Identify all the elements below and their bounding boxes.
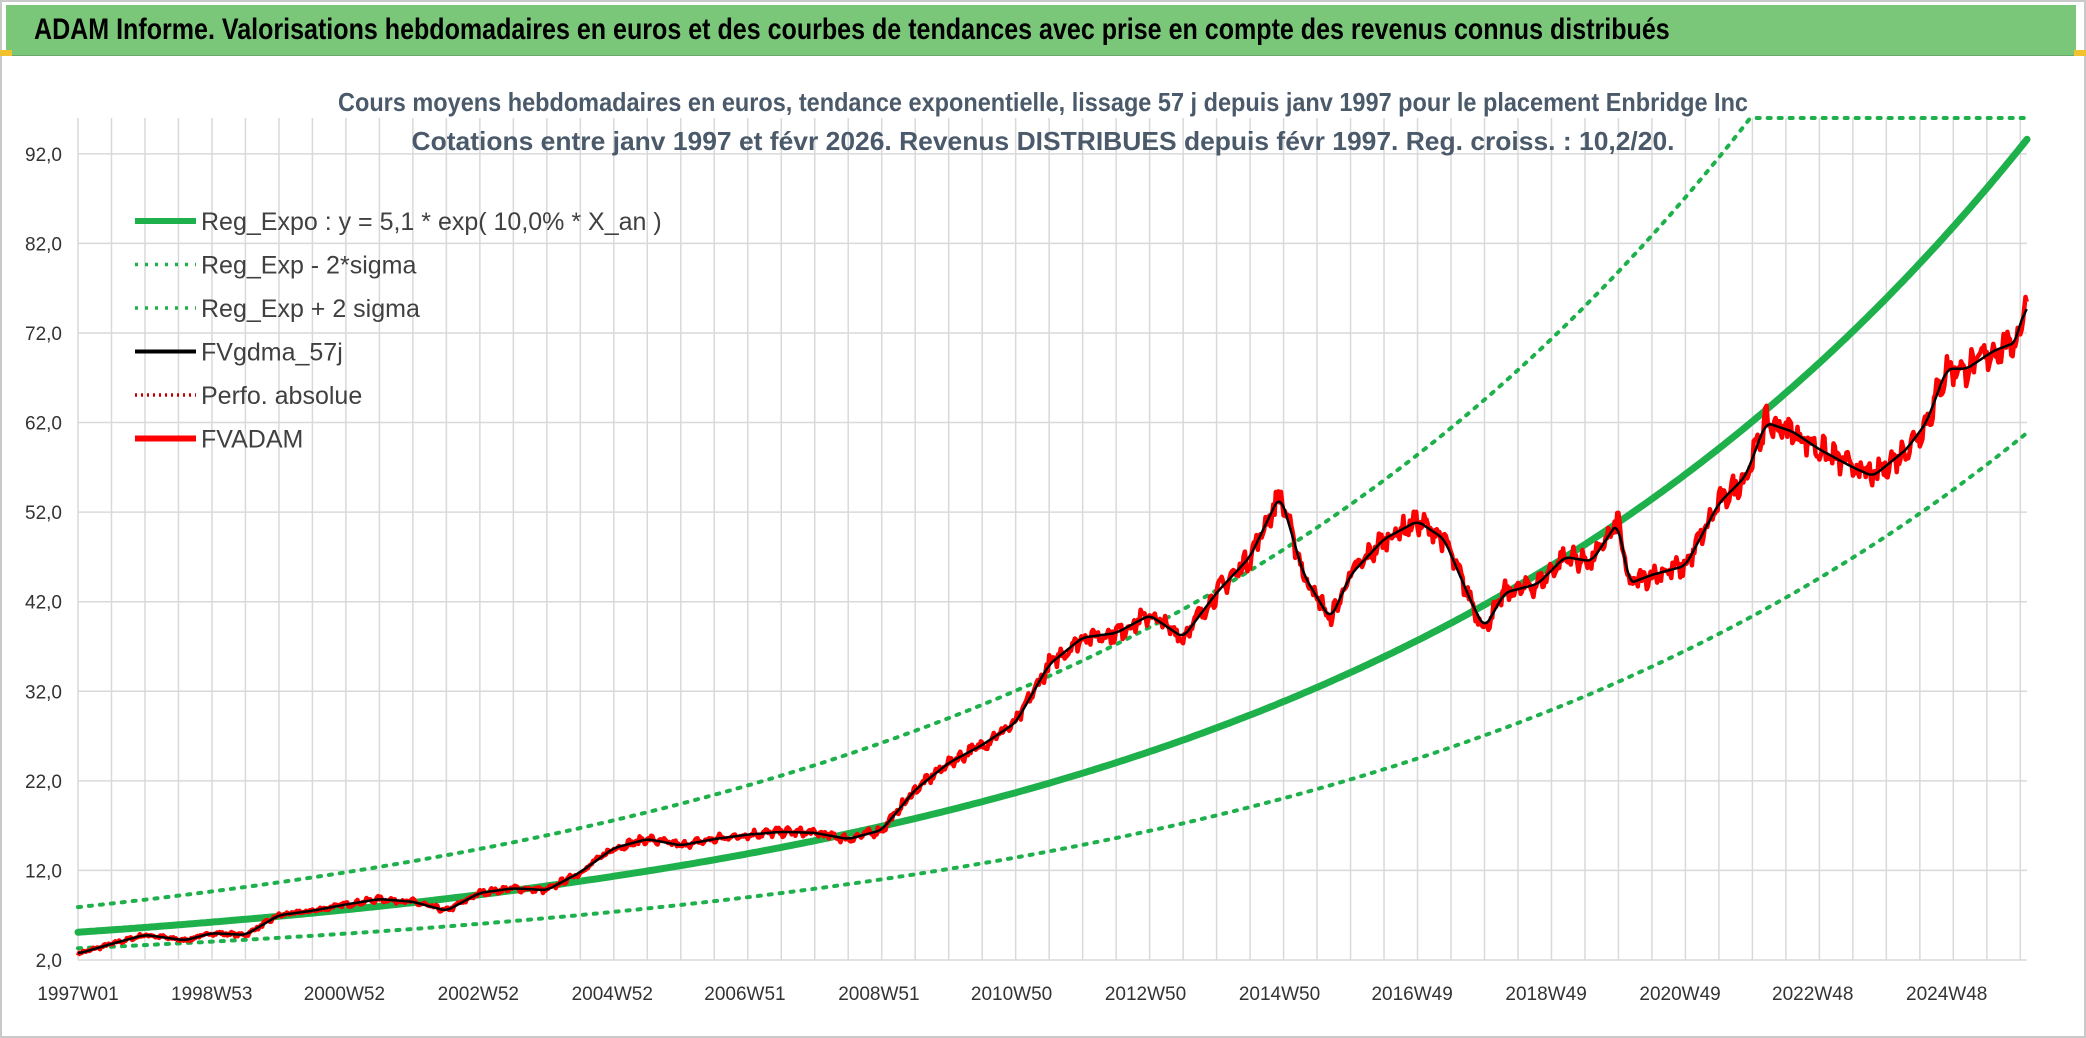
x-tick-label: 2010W50 [971, 984, 1052, 1005]
x-tick-label: 2016W49 [1371, 984, 1452, 1005]
x-axis: 1997W01 1998W53 2000W52 2002W52 2004W52 2006W… [37, 984, 1987, 1005]
y-tick-label: 82,0 [25, 234, 62, 255]
y-tick-label: 72,0 [25, 324, 62, 345]
x-tick-label: 2020W49 [1639, 984, 1720, 1005]
y-tick-label: 2,0 [36, 951, 62, 972]
series-line-1 [76, 430, 2029, 951]
x-tick-label: 1997W01 [37, 984, 118, 1005]
y-tick-label: 22,0 [25, 772, 62, 793]
chart-title: Cours moyens hebdomadaires en euros, ten… [338, 87, 1748, 117]
banner: ADAM Informe. Valorisations hebdomadaire… [6, 5, 2076, 56]
x-tick-label: 2012W50 [1105, 984, 1186, 1005]
legend: Reg_Expo : y = 5,1 * exp( 10,0% * X_an )… [135, 208, 662, 454]
corner-mark-right [2074, 50, 2086, 56]
legend-label: Perfo. absolue [201, 382, 362, 410]
grid [77, 118, 2027, 961]
x-tick-label: 1998W53 [171, 984, 252, 1005]
legend-label: Reg_Expo : y = 5,1 * exp( 10,0% * X_an ) [201, 208, 662, 236]
y-tick-label: 12,0 [25, 861, 62, 882]
chart-subtitle: Cotations entre janv 1997 et févr 2026. … [412, 126, 1675, 156]
x-tick-label: 2008W51 [838, 984, 919, 1005]
x-tick-label: 2000W52 [304, 984, 385, 1005]
series-layer [74, 116, 2031, 957]
y-tick-label: 92,0 [25, 145, 62, 166]
y-tick-label: 32,0 [25, 682, 62, 703]
y-tick-label: 52,0 [25, 503, 62, 524]
y-tick-label: 62,0 [25, 414, 62, 435]
y-tick-label: 42,0 [25, 593, 62, 614]
x-tick-label: 2002W52 [438, 984, 519, 1005]
series-line-3 [77, 308, 2028, 955]
x-tick-label: 2004W52 [572, 984, 653, 1005]
x-tick-label: 2024W48 [1906, 984, 1987, 1005]
corner-mark-left [0, 50, 12, 56]
x-tick-label: 2018W49 [1505, 984, 1586, 1005]
x-tick-label: 2006W51 [704, 984, 785, 1005]
x-tick-label: 2022W48 [1772, 984, 1853, 1005]
banner-title: ADAM Informe. Valorisations hebdomadaire… [34, 13, 1670, 46]
y-axis: 2,0 12,0 22,0 32,0 42,0 52,0 62,0 72,0 82,0 92,0 [25, 145, 62, 972]
x-tick-label: 2014W50 [1239, 984, 1320, 1005]
legend-label: Reg_Exp + 2 sigma [201, 295, 420, 323]
series-line-5 [75, 294, 2029, 957]
legend-label: FVgdma_57j [201, 339, 343, 367]
legend-label: Reg_Exp - 2*sigma [201, 252, 416, 280]
legend-label: FVADAM [201, 426, 303, 454]
